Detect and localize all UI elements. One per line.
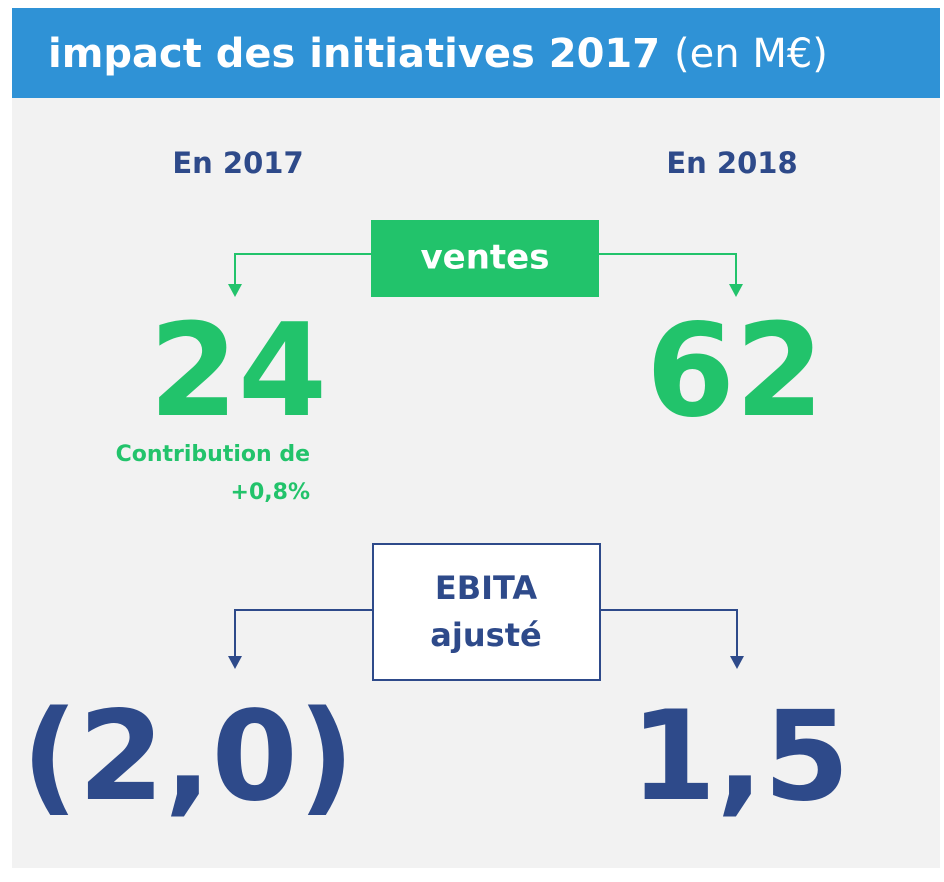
- ebita-label: EBITA: [435, 569, 538, 607]
- arrow: [228, 656, 242, 669]
- contribution-text: Contribution de: [116, 442, 310, 467]
- ebita-box: [372, 543, 601, 681]
- ebita-connectors: [234, 609, 738, 660]
- contribution-value: +0,8%: [231, 480, 310, 505]
- arrow: [228, 284, 242, 297]
- sales-connectors: [234, 253, 737, 288]
- ebita-value: 1,5: [630, 685, 850, 829]
- column-label: En 2018: [666, 146, 797, 180]
- sales-value: 62: [646, 297, 824, 446]
- header-bar: [12, 8, 940, 98]
- arrow: [730, 656, 744, 669]
- arrow: [729, 284, 743, 297]
- ebita-label: ajusté: [430, 616, 541, 654]
- sales-value: 24: [149, 297, 327, 446]
- ebita-value: (2,0): [21, 685, 354, 829]
- sales-label: ventes: [421, 238, 550, 278]
- title-text: impact des initiatives 2017: [48, 31, 660, 77]
- header-title: impact des initiatives 2017 (en M€): [48, 31, 828, 77]
- sales-box: [371, 220, 599, 297]
- unit-text: (en M€): [674, 31, 828, 77]
- column-label: En 2017: [172, 146, 303, 180]
